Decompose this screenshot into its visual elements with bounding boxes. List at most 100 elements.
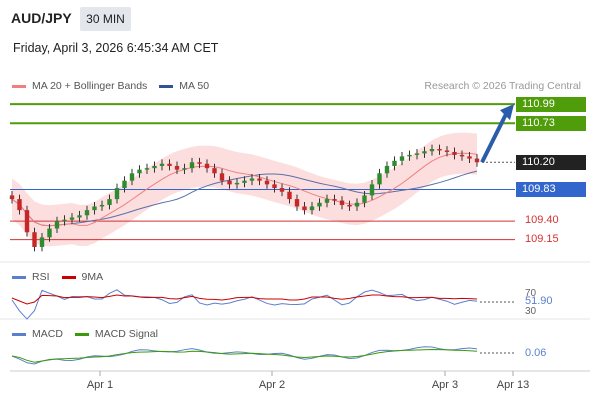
- candle-body: [257, 178, 262, 181]
- candle-body: [114, 188, 120, 200]
- level-label-target: 110.99: [516, 96, 586, 112]
- candle-body: [279, 188, 285, 192]
- rsi-legend: RSI 9MA: [12, 271, 103, 283]
- rsi-line: [11, 289, 478, 320]
- candle-body: [294, 199, 300, 207]
- pair-title: AUD/JPY: [11, 10, 72, 26]
- research-credit: Research © 2026 Trading Central: [424, 80, 581, 92]
- candle-body: [392, 160, 397, 166]
- candle-body: [324, 199, 330, 203]
- rsi-legend-label: RSI: [32, 271, 50, 283]
- rsi-ma-legend-label: 9MA: [81, 271, 104, 283]
- x-tick-label: Apr 3: [432, 379, 458, 391]
- candle-body: [452, 151, 457, 155]
- candle-body: [39, 237, 45, 247]
- macd-legend-label: MACD: [32, 328, 63, 340]
- candle-body: [437, 149, 442, 151]
- candle-body: [174, 165, 180, 170]
- level-label-support: 109.15: [525, 232, 559, 245]
- candle-body: [69, 217, 75, 220]
- candle-body: [399, 156, 405, 161]
- candle-body: [377, 173, 382, 185]
- candle-body: [62, 219, 67, 222]
- x-tick-label: Apr 2: [259, 379, 285, 391]
- candle-body: [182, 168, 187, 170]
- rsi-swatch: [12, 275, 26, 279]
- rsi-value: 51.90: [525, 295, 553, 307]
- candle-body: [474, 158, 480, 163]
- candle-body: [197, 162, 202, 164]
- candle-body: [362, 195, 367, 203]
- candle-body: [429, 149, 435, 152]
- candle-body: [242, 180, 247, 183]
- ma20-line: [11, 152, 478, 227]
- candle-body: [302, 206, 307, 211]
- rsi-ma-swatch: [61, 275, 76, 279]
- candle-body: [219, 173, 225, 181]
- rsi-ma-line: [11, 294, 478, 305]
- candle-body: [249, 178, 255, 181]
- candle-body: [272, 184, 277, 189]
- candle-body: [234, 182, 240, 185]
- macd-line: [11, 346, 478, 365]
- candle-body: [407, 154, 412, 157]
- candle-body: [444, 150, 450, 152]
- level-label-support: 109.40: [525, 214, 559, 227]
- rsi-tick-70: 70: [525, 288, 537, 299]
- candle-body: [332, 199, 337, 201]
- candle-body: [422, 151, 427, 154]
- macd-legend: MACD MACD Signal: [12, 328, 158, 340]
- candle-body: [227, 180, 232, 185]
- candle-body: [459, 154, 465, 157]
- candle-body: [107, 199, 112, 205]
- candle-body: [317, 202, 322, 207]
- candle-body: [17, 199, 22, 211]
- timeframe-button[interactable]: 30 MIN: [80, 7, 131, 31]
- candle-body: [84, 210, 90, 216]
- candle-body: [204, 163, 210, 169]
- level-label-pivot: 109.83: [516, 182, 586, 198]
- candle-body: [32, 232, 37, 247]
- rsi-tick-30: 30: [525, 306, 537, 317]
- candle-body: [137, 169, 142, 174]
- main-legend: MA 20 + Bollinger Bands MA 50: [12, 80, 209, 92]
- candle-body: [159, 163, 165, 166]
- candle-body: [347, 204, 352, 207]
- candle-body: [189, 162, 195, 169]
- candle-body: [152, 165, 157, 169]
- candle-body: [414, 153, 420, 155]
- datetime-label: Friday, April 3, 2026 6:45:34 AM CET: [13, 41, 219, 55]
- x-tick-label: Apr 13: [497, 379, 529, 391]
- level-label-last: 110.20: [516, 154, 586, 170]
- candle-body: [369, 184, 375, 196]
- forecast-arrow: [480, 104, 514, 164]
- macd-signal-line: [11, 348, 478, 363]
- ma50-legend-label: MA 50: [179, 80, 210, 92]
- candle-body: [92, 206, 97, 211]
- candle-body: [144, 168, 150, 170]
- candle-body: [122, 180, 127, 189]
- candle-body: [129, 173, 135, 181]
- candle-body: [354, 202, 360, 207]
- candle-body: [264, 180, 270, 185]
- candle-body: [24, 210, 30, 233]
- candle-body: [47, 228, 52, 238]
- candle-body: [99, 204, 105, 207]
- macd-value: 0.06: [525, 347, 547, 359]
- candle-body: [309, 206, 315, 211]
- candle-body: [212, 168, 217, 174]
- candle-body: [467, 156, 472, 159]
- ma20-swatch: [12, 84, 26, 88]
- candle-body: [287, 191, 292, 200]
- macd-signal-legend-label: MACD Signal: [94, 328, 158, 340]
- candle-body: [167, 163, 172, 166]
- macd-signal-swatch: [74, 332, 89, 336]
- x-tick-label: Apr 1: [87, 379, 113, 391]
- candle-body: [77, 215, 82, 218]
- ma50-swatch: [159, 84, 174, 88]
- macd-swatch: [12, 332, 26, 336]
- ma20-legend-label: MA 20 + Bollinger Bands: [32, 80, 148, 92]
- candle-body: [384, 165, 390, 174]
- level-label-target: 110.73: [516, 115, 586, 131]
